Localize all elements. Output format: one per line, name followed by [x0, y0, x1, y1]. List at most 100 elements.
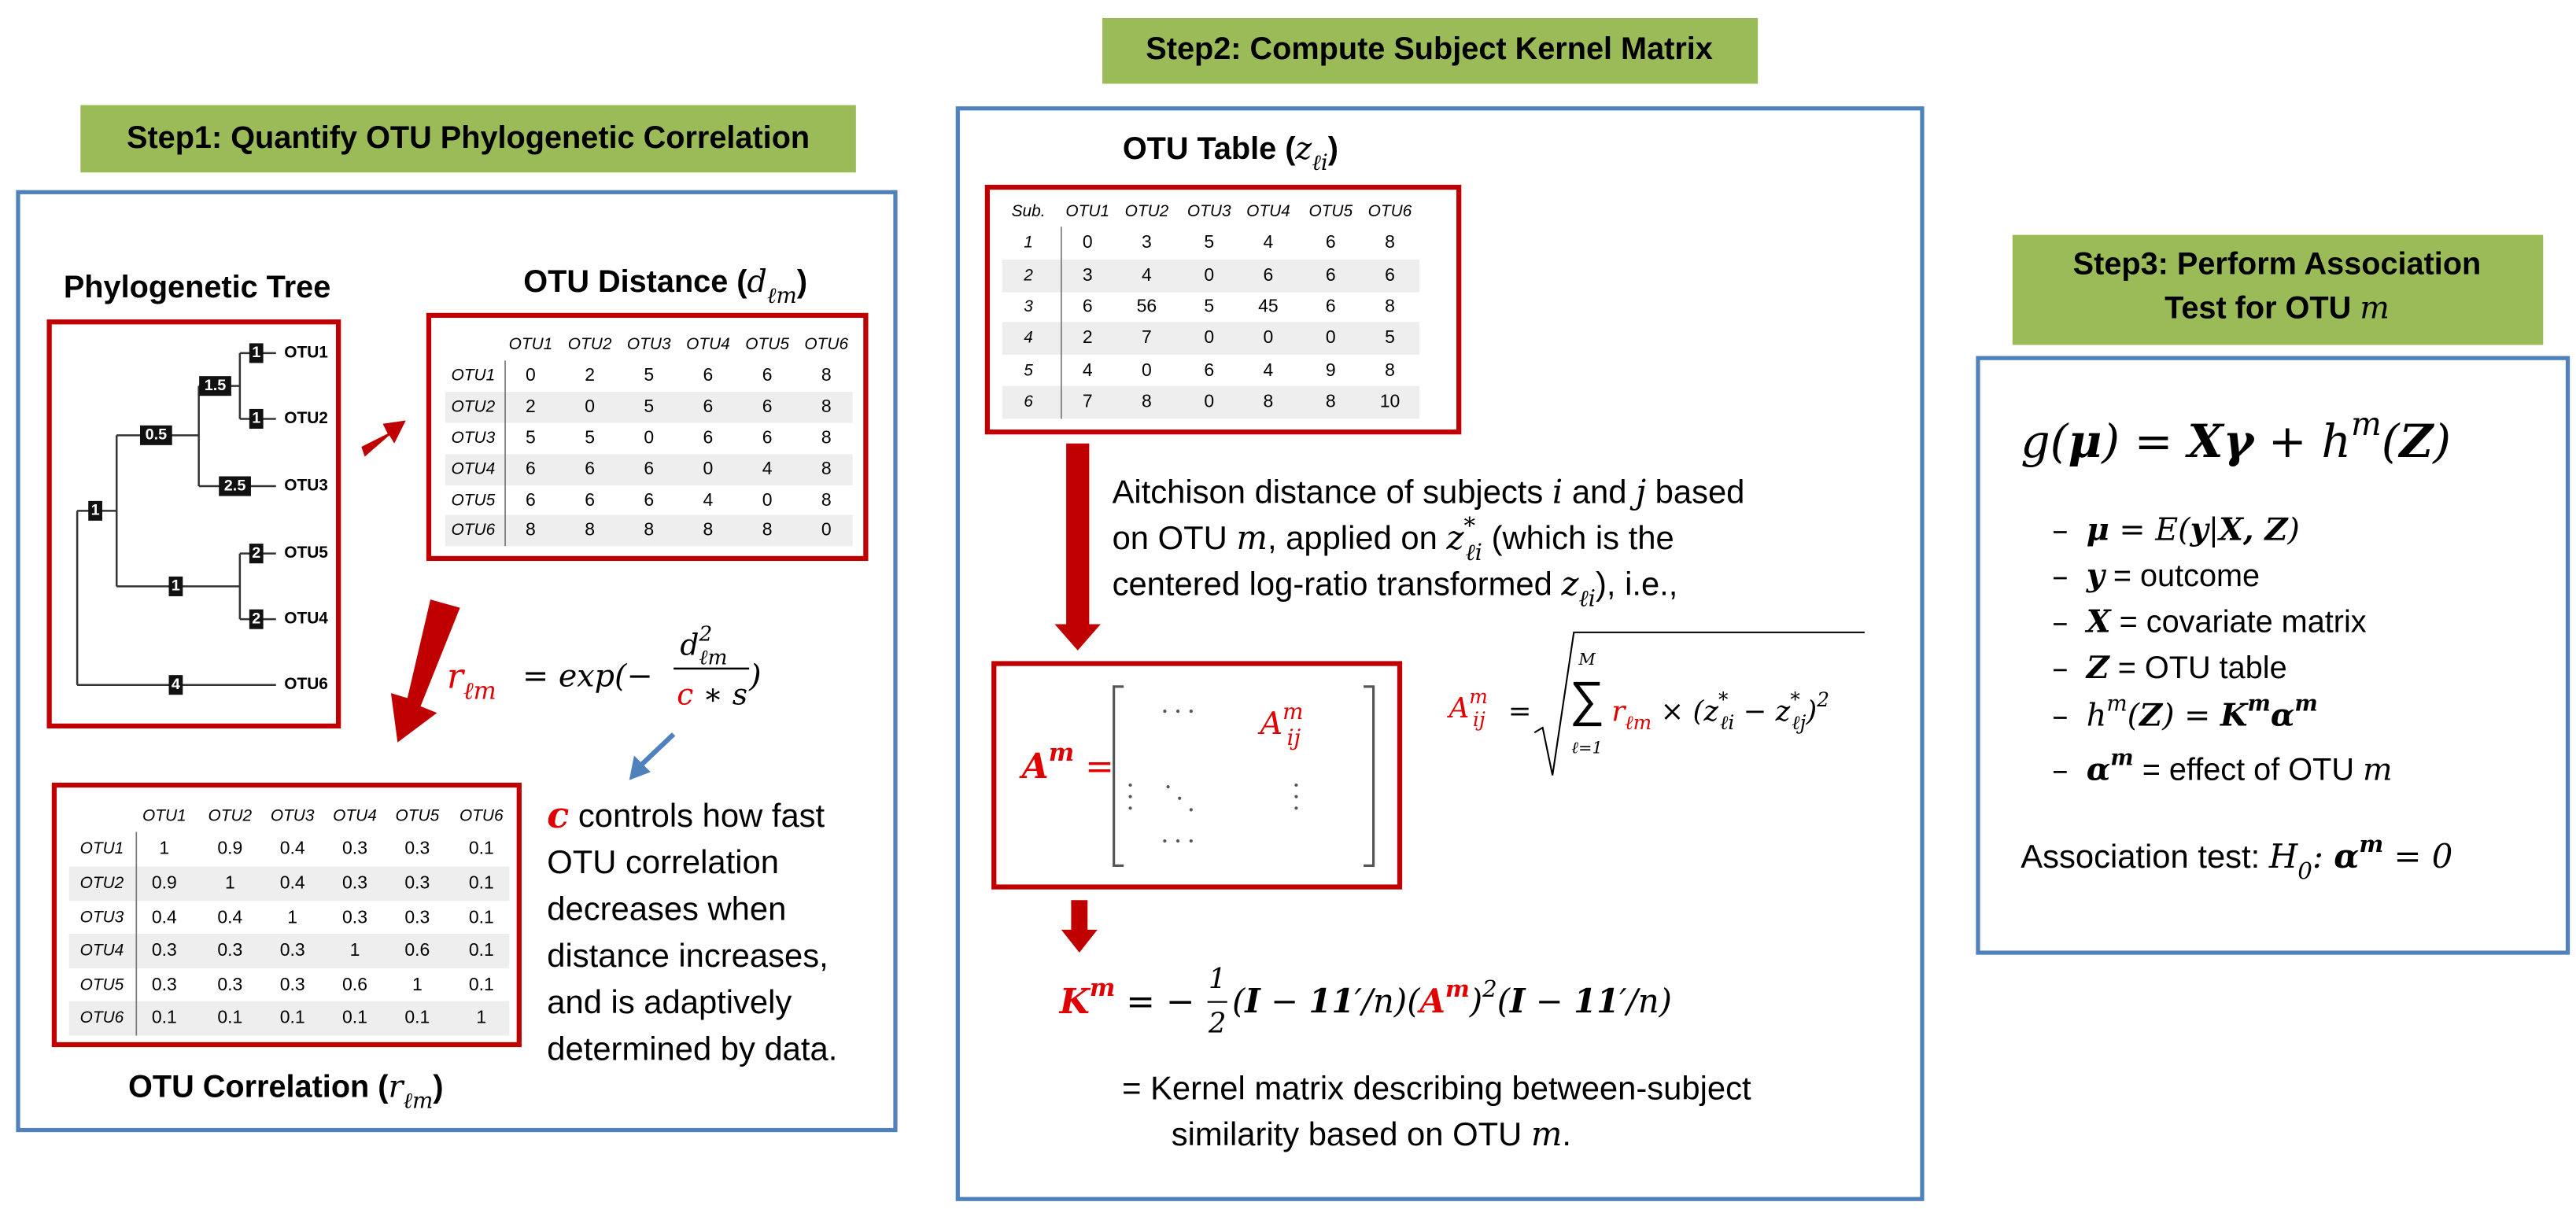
- cell: 8: [1385, 359, 1395, 380]
- text: m: [1090, 974, 1115, 1002]
- cell: 1: [350, 939, 360, 960]
- text: ij: [1473, 708, 1485, 731]
- text: X, Z: [2216, 512, 2289, 548]
- text: .: [1562, 1115, 1571, 1152]
- text: similarity based on OTU: [1172, 1115, 1531, 1152]
- text: ℓm: [463, 677, 496, 705]
- text: r: [447, 656, 466, 696]
- cell: 6: [762, 364, 773, 385]
- text: X: [2084, 603, 2113, 640]
- otu-table-box: [984, 184, 1462, 435]
- formula-close: ): [748, 658, 761, 694]
- cell: 1: [225, 872, 235, 892]
- cell: 8: [644, 518, 654, 539]
- text: m: [1282, 699, 1303, 724]
- row-stripe: [445, 454, 853, 486]
- text: A: [1257, 706, 1283, 742]
- column-header: OTU1: [509, 335, 553, 353]
- step1-panel: [16, 190, 898, 1133]
- text: Aitchison distance of subjects: [1113, 474, 1552, 511]
- model: g(μ) = Xγ + hm(Z): [2021, 404, 2451, 468]
- text: i: [1552, 472, 1563, 511]
- kernel-rhs: (I − 11′/n)(Am)2(I − 11′/n): [1232, 975, 1672, 1020]
- column-header: OTU3: [1187, 202, 1231, 220]
- text: *: [1463, 512, 1475, 539]
- row-label: OTU4: [452, 460, 496, 478]
- note-line: decreases when: [547, 890, 786, 927]
- step3-title: Test for OTU m: [2165, 290, 2390, 326]
- text: α: [2334, 837, 2359, 876]
- text: and: [1563, 474, 1636, 511]
- text: = −: [1115, 981, 1194, 1021]
- row-label: 2: [1023, 266, 1033, 284]
- cell: 0.3: [217, 974, 242, 994]
- text: 2: [698, 623, 712, 647]
- kernel-note: similarity based on OTU m.: [1172, 1114, 1571, 1152]
- matrix-brackets: [1113, 685, 1375, 867]
- leaf-label: OTU1: [284, 343, 328, 361]
- text: c: [677, 677, 693, 711]
- cell: 6: [1264, 264, 1274, 285]
- step1-banner: [80, 105, 856, 173]
- text: *: [1718, 688, 1729, 711]
- cell: 56: [1137, 296, 1157, 316]
- text: = OTU table: [2109, 651, 2287, 685]
- text: m: [1469, 685, 1488, 708]
- arrow: [1061, 900, 1098, 953]
- note: OTU correlation decreases when distance in…: [547, 843, 837, 1067]
- cell: 1: [287, 906, 297, 927]
- cell: 6: [1326, 296, 1336, 316]
- text: m: [2351, 404, 2382, 442]
- cell: 0.6: [342, 974, 367, 994]
- leaf-label: OTU4: [284, 610, 328, 628]
- column-header: OTU5: [745, 335, 789, 353]
- cell: 3: [1083, 264, 1093, 285]
- text: 2: [1816, 688, 1829, 711]
- cell: 0: [1204, 264, 1214, 285]
- text: K: [2220, 697, 2249, 733]
- cell: 0.1: [152, 1007, 177, 1027]
- cell: 6: [585, 458, 595, 478]
- text: −: [1260, 981, 1309, 1019]
- cell: 4: [1264, 231, 1274, 252]
- row-label: OTU6: [80, 1008, 124, 1027]
- cell: 0.4: [152, 906, 177, 927]
- cell: 0.3: [280, 939, 305, 960]
- cell: 8: [821, 396, 832, 416]
- text: Test for OTU: [2165, 291, 2360, 326]
- cell: 0: [821, 518, 832, 539]
- cell: 0: [1326, 326, 1336, 347]
- tree-box: [46, 319, 341, 729]
- arrow: [1054, 443, 1101, 651]
- cell: 0: [585, 396, 595, 416]
- cell: 3: [1142, 231, 1152, 252]
- note-line: and is adaptively: [547, 983, 792, 1020]
- tree-labels: OTU1 OTU2 OTU3 OTU5 OTU4 OTU6 1 1 1.5 2.5 0.5 2 2 1 1 4: [88, 343, 328, 695]
- cell: 0: [1142, 359, 1152, 380]
- text: ij: [1287, 724, 1301, 750]
- cell: 5: [1385, 326, 1395, 347]
- cell: 4: [703, 489, 714, 510]
- arrow: [361, 420, 406, 457]
- step3-banner: [2012, 234, 2544, 345]
- cell: 6: [703, 396, 714, 416]
- text: μ: [2068, 414, 2102, 468]
- text: OTU Correlation (: [128, 1070, 389, 1104]
- text: 11: [1308, 981, 1354, 1019]
- formula-den: c ∗ s: [677, 677, 747, 711]
- text: 11: [1574, 981, 1619, 1019]
- column-header: OTU6: [1368, 202, 1412, 220]
- formula-num: d2 ℓm: [680, 623, 727, 670]
- text: μ: [2087, 512, 2109, 548]
- text: m: [1049, 739, 1074, 767]
- half-num: 1: [1209, 963, 1227, 995]
- text: =: [1074, 747, 1114, 787]
- cell: 4: [762, 458, 773, 478]
- cell: 0.1: [469, 838, 494, 858]
- text: g: [2021, 415, 2050, 468]
- matrix-box: [991, 661, 1403, 890]
- text: m: [2294, 690, 2317, 716]
- text: ): [2431, 415, 2451, 468]
- text: α: [2087, 751, 2111, 787]
- text: controls how fast: [569, 797, 825, 834]
